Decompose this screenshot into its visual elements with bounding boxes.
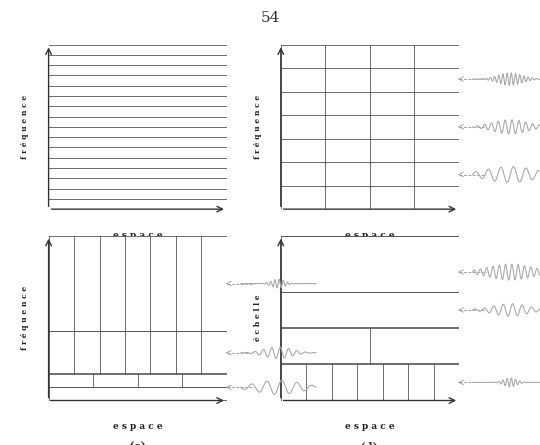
Text: e s p a c e: e s p a c e [113,422,163,431]
Text: 54: 54 [260,11,280,25]
Text: e s p a c e: e s p a c e [113,231,163,239]
Text: f r é q u e n c e: f r é q u e n c e [254,95,262,159]
Text: e s p a c e: e s p a c e [345,422,395,431]
Text: e s p a c e: e s p a c e [345,231,395,239]
Text: é c h e l l e: é c h e l l e [254,295,262,341]
Text: (d): (d) [360,441,380,445]
Text: (b): (b) [360,250,380,263]
Text: (c): (c) [129,441,147,445]
Text: (a): (a) [129,250,147,263]
Text: f r é q u e n c e: f r é q u e n c e [22,286,30,350]
Text: f r é q u e n c e: f r é q u e n c e [22,95,30,159]
